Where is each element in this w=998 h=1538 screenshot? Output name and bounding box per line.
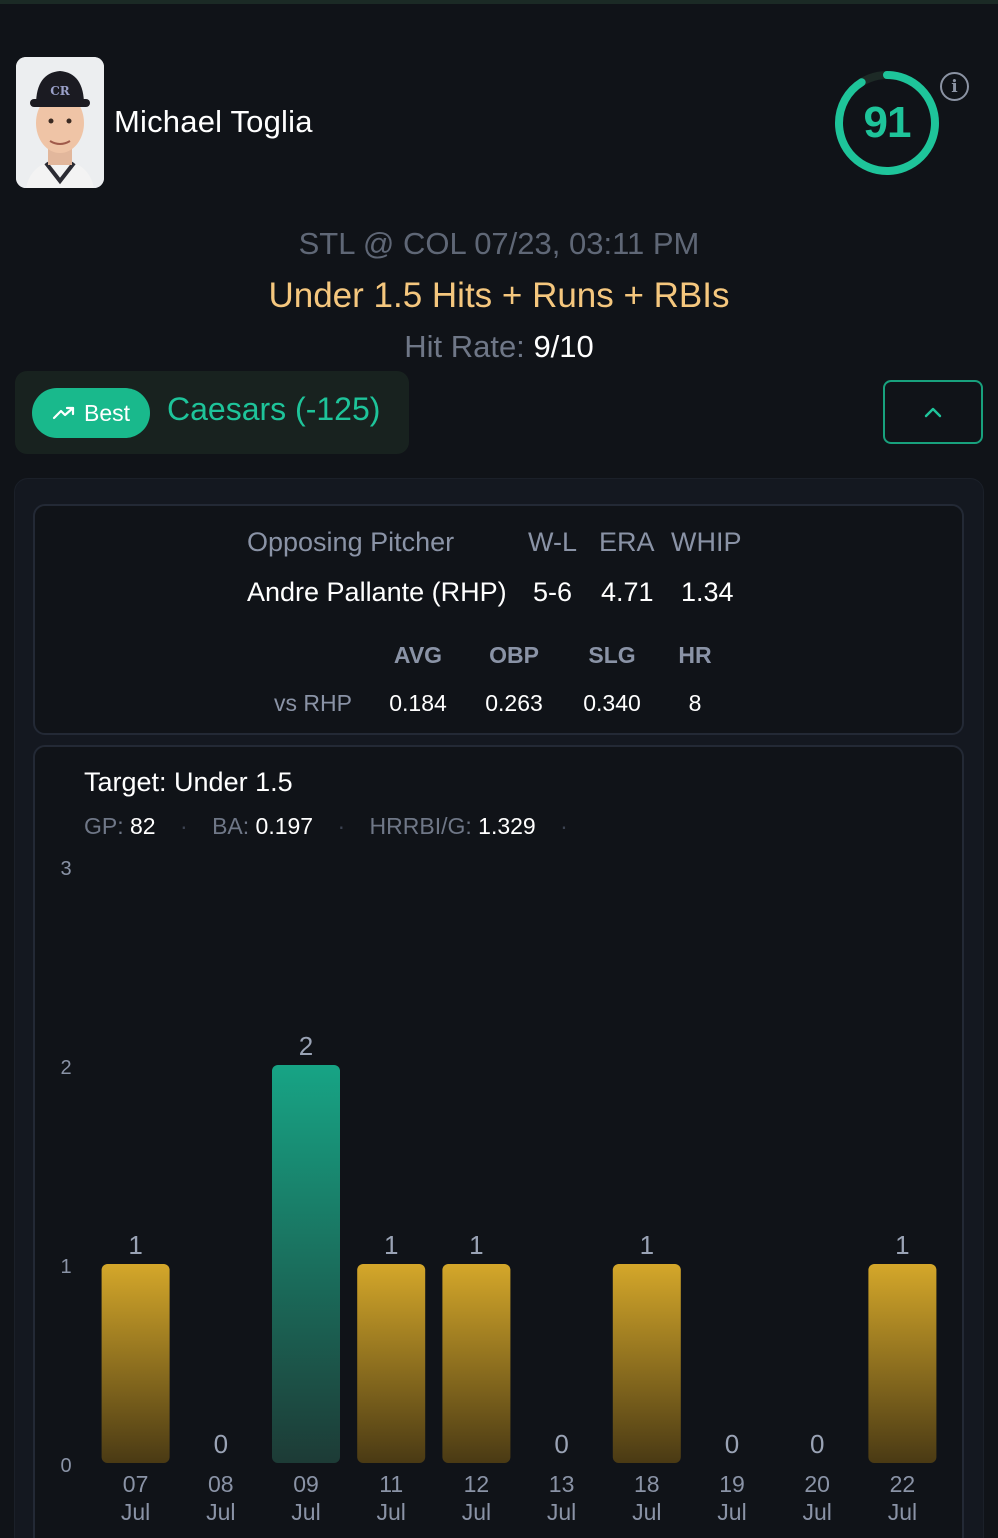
trending-up-icon <box>52 406 75 420</box>
wl-header: W-L <box>528 527 578 557</box>
best-odds-pill[interactable]: Best Caesars (-125) <box>15 371 409 454</box>
slg-value: 0.340 <box>583 690 641 716</box>
hit-rate-label: Hit Rate: <box>404 329 525 364</box>
gp-value: 82 <box>130 813 156 839</box>
era-header: ERA <box>599 527 655 557</box>
pitcher-wl: 5-6 <box>533 577 573 607</box>
hrrbi-value: 1.329 <box>478 813 536 839</box>
hr-value: 8 <box>688 690 702 716</box>
pitcher-whip: 1.34 <box>681 577 734 607</box>
ba-value: 0.197 <box>255 813 314 839</box>
best-badge-label: Best <box>83 399 131 426</box>
pitcher-header: Opposing Pitcher <box>247 527 455 557</box>
stat-separator: · <box>337 813 346 839</box>
ba-label: BA: <box>212 813 250 839</box>
game-matchup: STL @ COL 07/23, 03:11 PM <box>298 226 700 261</box>
opposing-pitcher-card <box>33 504 964 735</box>
avg-value: 0.184 <box>389 690 447 716</box>
hrrbi-label: HRRBI/G: <box>369 813 472 839</box>
pitcher-name[interactable]: Andre Pallante (RHP) <box>247 577 507 607</box>
stat-separator: · <box>180 813 188 839</box>
hit-rate-value: 9/10 <box>533 329 594 364</box>
confidence-score: 91 <box>832 68 942 178</box>
whip-header: WHIP <box>671 527 742 557</box>
score-value: 91 <box>863 98 912 147</box>
score-ring-icon <box>835 71 939 175</box>
pitcher-era: 4.71 <box>601 577 654 607</box>
sportsbook-odds: Caesars (-125) <box>167 391 381 427</box>
prop-line: Under 1.5 Hits + Runs + RBIs <box>268 276 730 315</box>
player-avatar: CR <box>16 57 104 188</box>
chevron-up-icon <box>924 407 942 418</box>
hr-header: HR <box>678 642 712 668</box>
collapse-button[interactable] <box>883 380 983 444</box>
gp-label: GP: <box>84 813 124 839</box>
game-log-chart-card <box>33 745 964 1538</box>
avg-header: AVG <box>393 642 443 668</box>
slg-header: SLG <box>588 642 636 668</box>
player-name[interactable]: Michael Toglia <box>114 104 313 139</box>
hit-rate: Hit Rate: 9/10 <box>0 329 998 365</box>
player-headshot-icon: CR <box>16 57 104 188</box>
obp-value: 0.263 <box>485 690 543 716</box>
stat-separator: · <box>560 813 568 839</box>
best-badge: Best <box>32 388 150 438</box>
target-label: Target: Under 1.5 <box>84 767 293 797</box>
summary-stats: GP: 82 · BA: 0.197 · HRRBI/G: 1.329 · <box>84 813 586 840</box>
svg-text:CR: CR <box>50 84 71 98</box>
info-icon[interactable]: i <box>940 72 969 101</box>
split-label: vs RHP <box>274 690 352 716</box>
obp-header: OBP <box>489 642 539 668</box>
